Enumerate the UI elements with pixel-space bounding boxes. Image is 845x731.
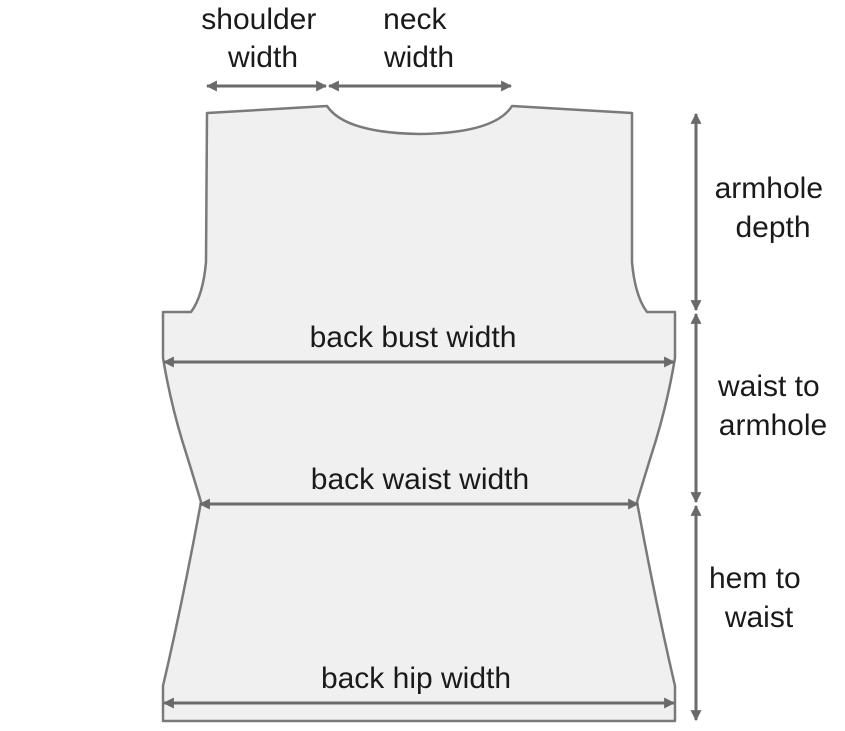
back-hip-width-label: back hip width <box>321 662 511 695</box>
hem-to-waist-label: hem to waist <box>709 562 809 634</box>
armhole-depth-label: armhole depth <box>715 172 832 244</box>
waist-to-armhole-label: waist to armhole <box>717 370 828 442</box>
back-waist-width-label: back waist width <box>311 463 529 496</box>
neck-width-label: neck width <box>383 3 455 74</box>
shoulder-width-label: shoulder width <box>201 3 324 74</box>
garment-back-piece <box>161 104 677 723</box>
back-bust-width-label: back bust width <box>310 321 517 354</box>
